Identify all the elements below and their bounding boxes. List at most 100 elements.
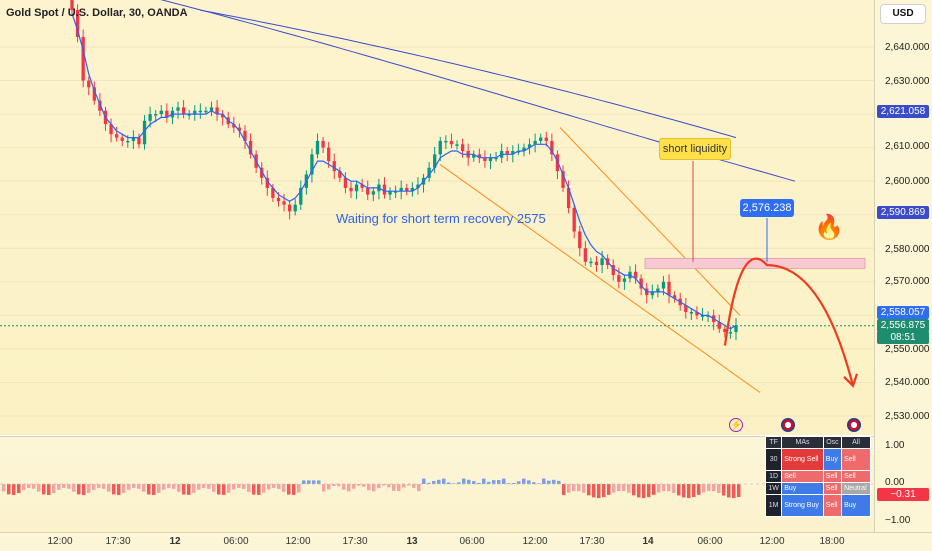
x-tick-label: 12:00 xyxy=(522,536,548,547)
histogram-bar xyxy=(397,484,401,491)
technical-summary-table: TF MAs Osc All 30 Strong Sell Buy Sell 1… xyxy=(764,436,871,517)
histogram-bar xyxy=(417,484,421,492)
histogram-bar xyxy=(177,484,181,492)
candle-body xyxy=(137,137,141,145)
histogram-bar xyxy=(442,478,446,484)
y-tick-label: 2,600.000 xyxy=(885,176,930,187)
channel-upper-line xyxy=(559,127,741,316)
x-tick-label: 17:30 xyxy=(579,536,605,547)
histogram-bar xyxy=(352,484,356,489)
candle-body xyxy=(293,204,297,212)
ta-cell: Neutral xyxy=(841,482,871,495)
candle-body xyxy=(410,187,415,192)
indicator-value-tag: −0.31 xyxy=(877,488,929,501)
ma-slow-line xyxy=(199,9,737,139)
price-callout: 2,576.238 xyxy=(740,199,794,217)
histogram-bar xyxy=(42,484,46,495)
histogram-bar xyxy=(132,484,136,488)
histogram-bar xyxy=(312,480,316,484)
x-tick-label: 13 xyxy=(406,536,418,547)
histogram-bar xyxy=(427,482,431,484)
candle-body xyxy=(449,140,454,145)
candle-body xyxy=(366,187,370,195)
histogram-bar xyxy=(362,484,366,487)
candle-body xyxy=(142,120,147,145)
histogram-bar xyxy=(327,484,331,490)
histogram-bar xyxy=(572,484,576,492)
histogram-bar xyxy=(637,484,641,498)
x-tick-label: 06:00 xyxy=(697,536,723,547)
candle-body xyxy=(265,177,269,188)
histogram-bar xyxy=(237,484,241,488)
candle-body xyxy=(371,191,375,195)
histogram-bar xyxy=(712,484,716,492)
candle-body xyxy=(583,248,588,262)
candle-body xyxy=(511,150,515,155)
candle-body xyxy=(388,191,392,195)
candle-body xyxy=(589,261,593,264)
candle-body xyxy=(204,110,208,113)
histogram-bar xyxy=(722,484,726,496)
candle-body xyxy=(706,315,710,317)
channel-lower-line xyxy=(439,164,761,393)
price-axis[interactable] xyxy=(874,0,932,532)
histogram-bar xyxy=(632,484,636,496)
lightning-icon[interactable]: ⚡ xyxy=(729,418,743,432)
candle-body xyxy=(717,322,721,329)
candle-body xyxy=(399,187,403,192)
histogram-bar xyxy=(22,484,26,490)
ta-cell: Sell xyxy=(822,482,843,495)
histogram-bar xyxy=(182,484,186,495)
histogram-bar xyxy=(167,484,171,488)
us-flag-icon[interactable] xyxy=(781,418,795,432)
candle-body xyxy=(87,80,91,88)
candle-body xyxy=(661,281,666,289)
histogram-bar xyxy=(267,484,271,490)
candle-body xyxy=(354,184,359,192)
histogram-bar xyxy=(542,478,546,484)
us-flag-icon[interactable] xyxy=(847,418,861,432)
histogram-bar xyxy=(682,484,686,498)
histogram-bar xyxy=(147,484,151,495)
currency-button[interactable]: USD xyxy=(880,4,926,24)
x-tick-label: 12:00 xyxy=(285,536,311,547)
histogram-bar xyxy=(212,484,216,492)
candle-body xyxy=(393,191,398,193)
fire-icon: 🔥 xyxy=(814,214,844,241)
candle-body xyxy=(360,184,364,188)
histogram-bar xyxy=(247,484,251,492)
candle-body xyxy=(516,150,521,153)
ta-cell: Strong Sell xyxy=(781,448,824,471)
histogram-bar xyxy=(117,484,121,495)
ta-tf: 1W xyxy=(764,482,783,495)
candle-body xyxy=(315,140,320,155)
histogram-bar xyxy=(292,484,296,495)
histogram-bar xyxy=(92,484,96,490)
candle-body xyxy=(299,187,303,205)
candle-body xyxy=(427,167,431,178)
candle-body xyxy=(433,154,437,168)
histogram-bar xyxy=(672,484,676,493)
candle-body xyxy=(248,140,253,155)
ta-cell: Strong Buy xyxy=(781,494,824,517)
histogram-bar xyxy=(7,484,11,495)
candle-body xyxy=(382,184,387,195)
histogram-bar xyxy=(552,479,556,484)
candle-body xyxy=(695,312,699,316)
histogram-bar xyxy=(737,484,741,498)
price-pane xyxy=(0,0,874,435)
ta-tf: 1D xyxy=(764,470,783,483)
histogram-bar xyxy=(367,484,371,491)
histogram-bar xyxy=(12,484,16,496)
candle-body xyxy=(237,127,242,131)
histogram-bar xyxy=(702,484,706,493)
candle-body xyxy=(220,114,225,118)
candle-body xyxy=(327,147,331,162)
candle-body xyxy=(159,110,163,115)
histogram-bar xyxy=(252,484,256,495)
candle-body xyxy=(522,147,526,151)
time-axis[interactable] xyxy=(0,532,932,551)
x-tick-label: 06:00 xyxy=(459,536,485,547)
histogram-bar xyxy=(87,484,91,493)
